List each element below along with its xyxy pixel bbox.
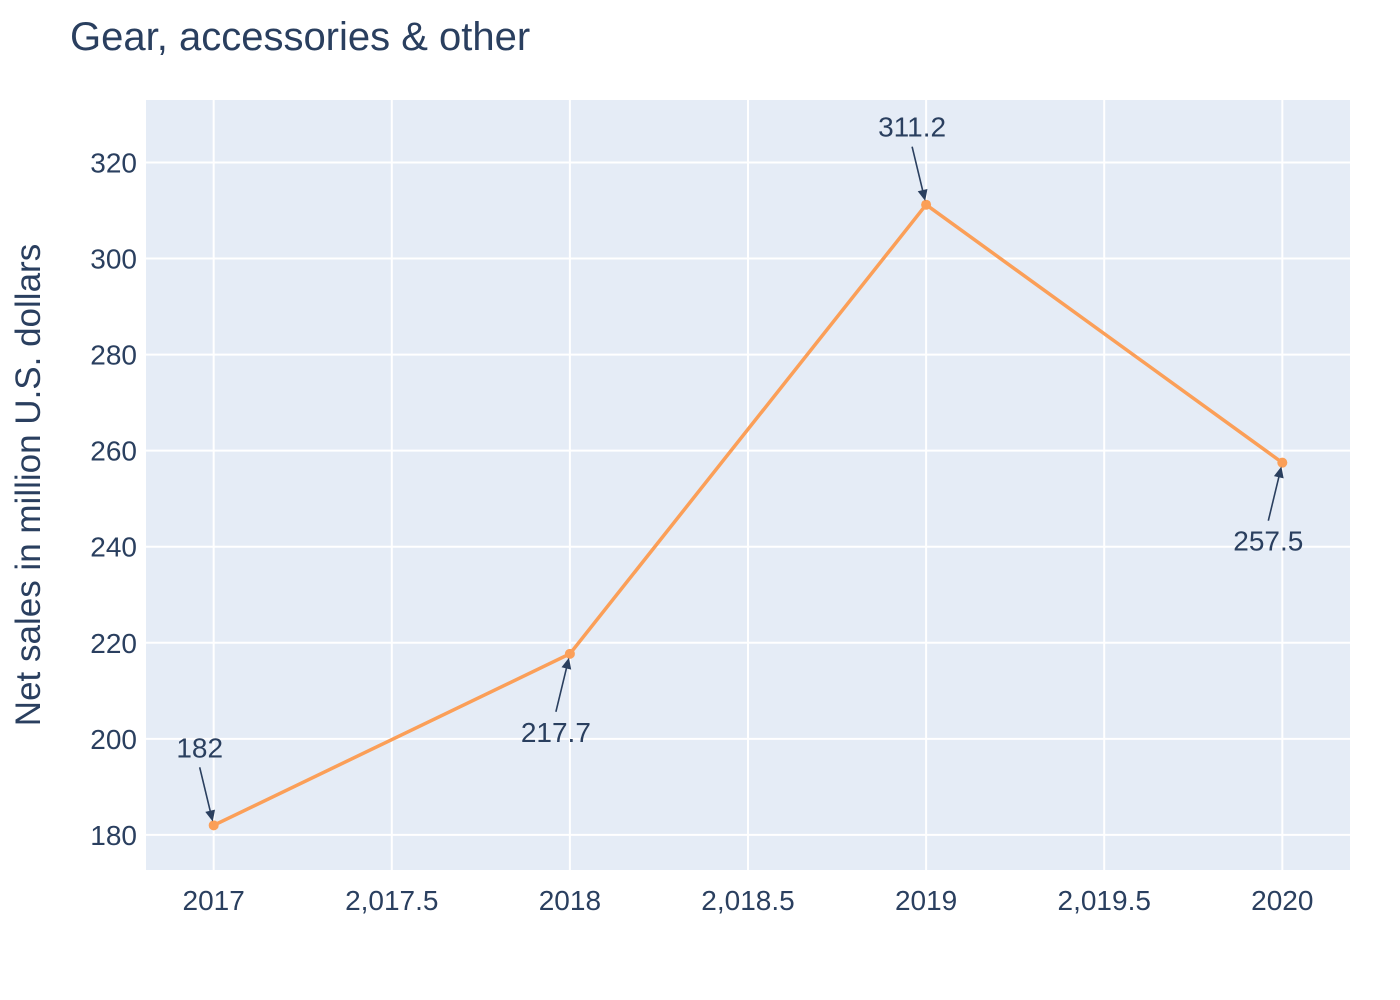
annotation-arrowhead — [561, 657, 572, 670]
y-gridlines — [146, 161, 1350, 836]
x-tick-label: 2017 — [183, 885, 245, 916]
y-tick-label: 220 — [90, 628, 137, 659]
annotation-arrowhead — [917, 188, 928, 201]
annotation-arrowhead — [205, 809, 216, 822]
x-tick-label: 2018 — [539, 885, 601, 916]
series-line — [212, 202, 1284, 827]
annotation-arrowhead — [1273, 466, 1284, 479]
data-point — [921, 199, 932, 210]
annotation-arrow — [1267, 474, 1281, 521]
x-gridlines — [212, 100, 1284, 870]
y-tick-label: 240 — [90, 532, 137, 563]
annotations: 182 217.7 311.2 257.5 — [176, 112, 1303, 822]
data-point — [564, 648, 575, 659]
x-tick-label: 2,018.5 — [701, 885, 794, 916]
data-label: 257.5 — [1233, 526, 1303, 557]
data-point — [208, 820, 219, 831]
y-axis-ticks: 180 200 220 240 260 280 300 320 — [90, 147, 137, 850]
data-label: 182 — [176, 732, 223, 763]
series-layer — [208, 199, 1288, 831]
y-axis-title: Net sales in million U.S. dollars — [9, 244, 48, 726]
data-label: 217.7 — [521, 717, 591, 748]
y-tick-label: 280 — [90, 340, 137, 371]
chart-title: Gear, accessories & other — [70, 15, 530, 59]
annotation-arrow — [198, 767, 212, 814]
x-tick-label: 2020 — [1251, 885, 1313, 916]
y-tick-label: 260 — [90, 436, 137, 467]
x-axis-ticks: 2017 2,017.5 2018 2,018.5 2019 2,019.5 2020 — [183, 885, 1314, 916]
y-tick-label: 180 — [90, 820, 137, 851]
x-tick-label: 2,017.5 — [345, 885, 438, 916]
x-tick-label: 2,019.5 — [1058, 885, 1151, 916]
annotation-arrow — [911, 146, 925, 194]
annotation-arrow — [555, 665, 568, 713]
y-tick-label: 320 — [90, 147, 137, 178]
y-tick-label: 300 — [90, 244, 137, 275]
data-label: 311.2 — [878, 112, 946, 143]
y-tick-label: 200 — [90, 724, 137, 755]
data-point — [1277, 457, 1288, 468]
x-tick-label: 2019 — [895, 885, 957, 916]
